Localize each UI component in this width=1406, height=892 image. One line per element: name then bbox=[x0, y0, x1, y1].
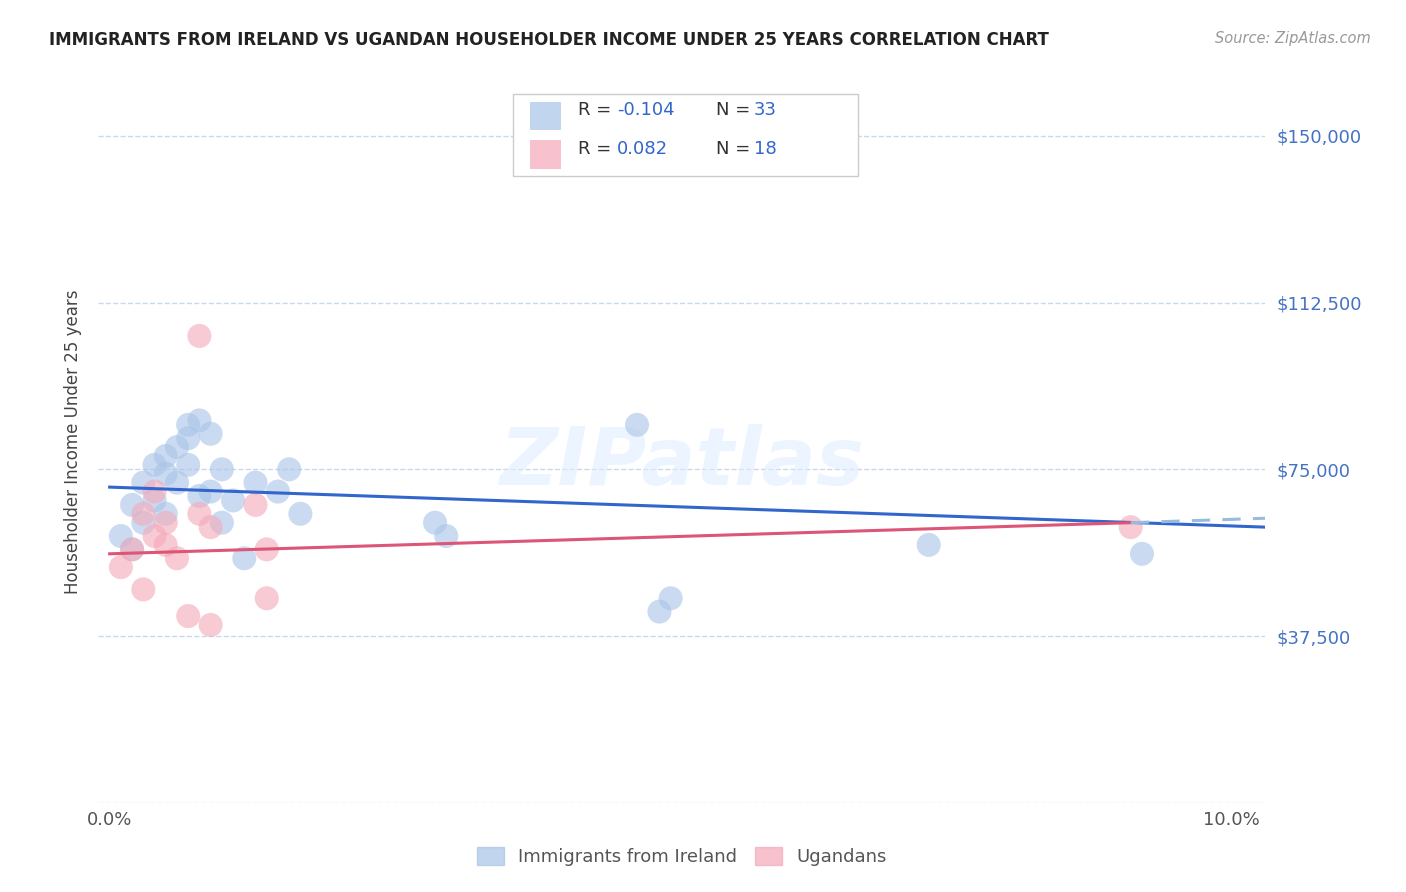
Text: -0.104: -0.104 bbox=[617, 101, 675, 119]
Text: IMMIGRANTS FROM IRELAND VS UGANDAN HOUSEHOLDER INCOME UNDER 25 YEARS CORRELATION: IMMIGRANTS FROM IRELAND VS UGANDAN HOUSE… bbox=[49, 31, 1049, 49]
Text: N =: N = bbox=[716, 101, 755, 119]
Text: 18: 18 bbox=[754, 140, 776, 158]
Point bbox=[245, 498, 267, 512]
Point bbox=[648, 605, 671, 619]
Point bbox=[211, 516, 233, 530]
Point bbox=[155, 449, 177, 463]
Point bbox=[188, 507, 211, 521]
Point bbox=[1119, 520, 1142, 534]
Point bbox=[143, 484, 166, 499]
Point bbox=[166, 551, 188, 566]
Point bbox=[155, 467, 177, 481]
Point bbox=[222, 493, 245, 508]
Point bbox=[132, 582, 155, 597]
Point bbox=[290, 507, 312, 521]
Point bbox=[110, 560, 132, 574]
Point bbox=[256, 591, 278, 606]
Point bbox=[211, 462, 233, 476]
Point bbox=[626, 417, 648, 432]
Point bbox=[155, 538, 177, 552]
Point bbox=[121, 498, 143, 512]
Point bbox=[143, 529, 166, 543]
Point bbox=[200, 618, 222, 632]
Point bbox=[143, 493, 166, 508]
Point bbox=[110, 529, 132, 543]
Y-axis label: Householder Income Under 25 years: Householder Income Under 25 years bbox=[65, 289, 83, 594]
Point bbox=[132, 516, 155, 530]
Point bbox=[200, 520, 222, 534]
Point bbox=[200, 484, 222, 499]
Point bbox=[155, 516, 177, 530]
Point bbox=[121, 542, 143, 557]
Point bbox=[256, 542, 278, 557]
Text: R =: R = bbox=[578, 101, 617, 119]
Point bbox=[166, 440, 188, 454]
Text: N =: N = bbox=[716, 140, 755, 158]
Point bbox=[188, 413, 211, 427]
Point bbox=[177, 417, 200, 432]
Point bbox=[143, 458, 166, 472]
Text: 33: 33 bbox=[754, 101, 776, 119]
Point bbox=[166, 475, 188, 490]
Point bbox=[188, 489, 211, 503]
Point bbox=[121, 542, 143, 557]
Point bbox=[245, 475, 267, 490]
Text: R =: R = bbox=[578, 140, 617, 158]
Point bbox=[188, 329, 211, 343]
Text: Source: ZipAtlas.com: Source: ZipAtlas.com bbox=[1215, 31, 1371, 46]
Point bbox=[278, 462, 301, 476]
Legend: Immigrants from Ireland, Ugandans: Immigrants from Ireland, Ugandans bbox=[470, 839, 894, 873]
Point bbox=[1130, 547, 1153, 561]
Point bbox=[918, 538, 941, 552]
Point bbox=[155, 507, 177, 521]
Point bbox=[177, 458, 200, 472]
Point bbox=[434, 529, 457, 543]
Point bbox=[132, 507, 155, 521]
Point bbox=[132, 475, 155, 490]
Point bbox=[200, 426, 222, 441]
Point bbox=[659, 591, 682, 606]
Point bbox=[233, 551, 256, 566]
Point bbox=[423, 516, 446, 530]
Text: 0.082: 0.082 bbox=[617, 140, 668, 158]
Point bbox=[177, 431, 200, 445]
Text: ZIPatlas: ZIPatlas bbox=[499, 425, 865, 502]
Point bbox=[267, 484, 290, 499]
Point bbox=[177, 609, 200, 624]
